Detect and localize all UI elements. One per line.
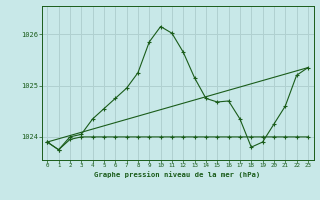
X-axis label: Graphe pression niveau de la mer (hPa): Graphe pression niveau de la mer (hPa) xyxy=(94,171,261,178)
